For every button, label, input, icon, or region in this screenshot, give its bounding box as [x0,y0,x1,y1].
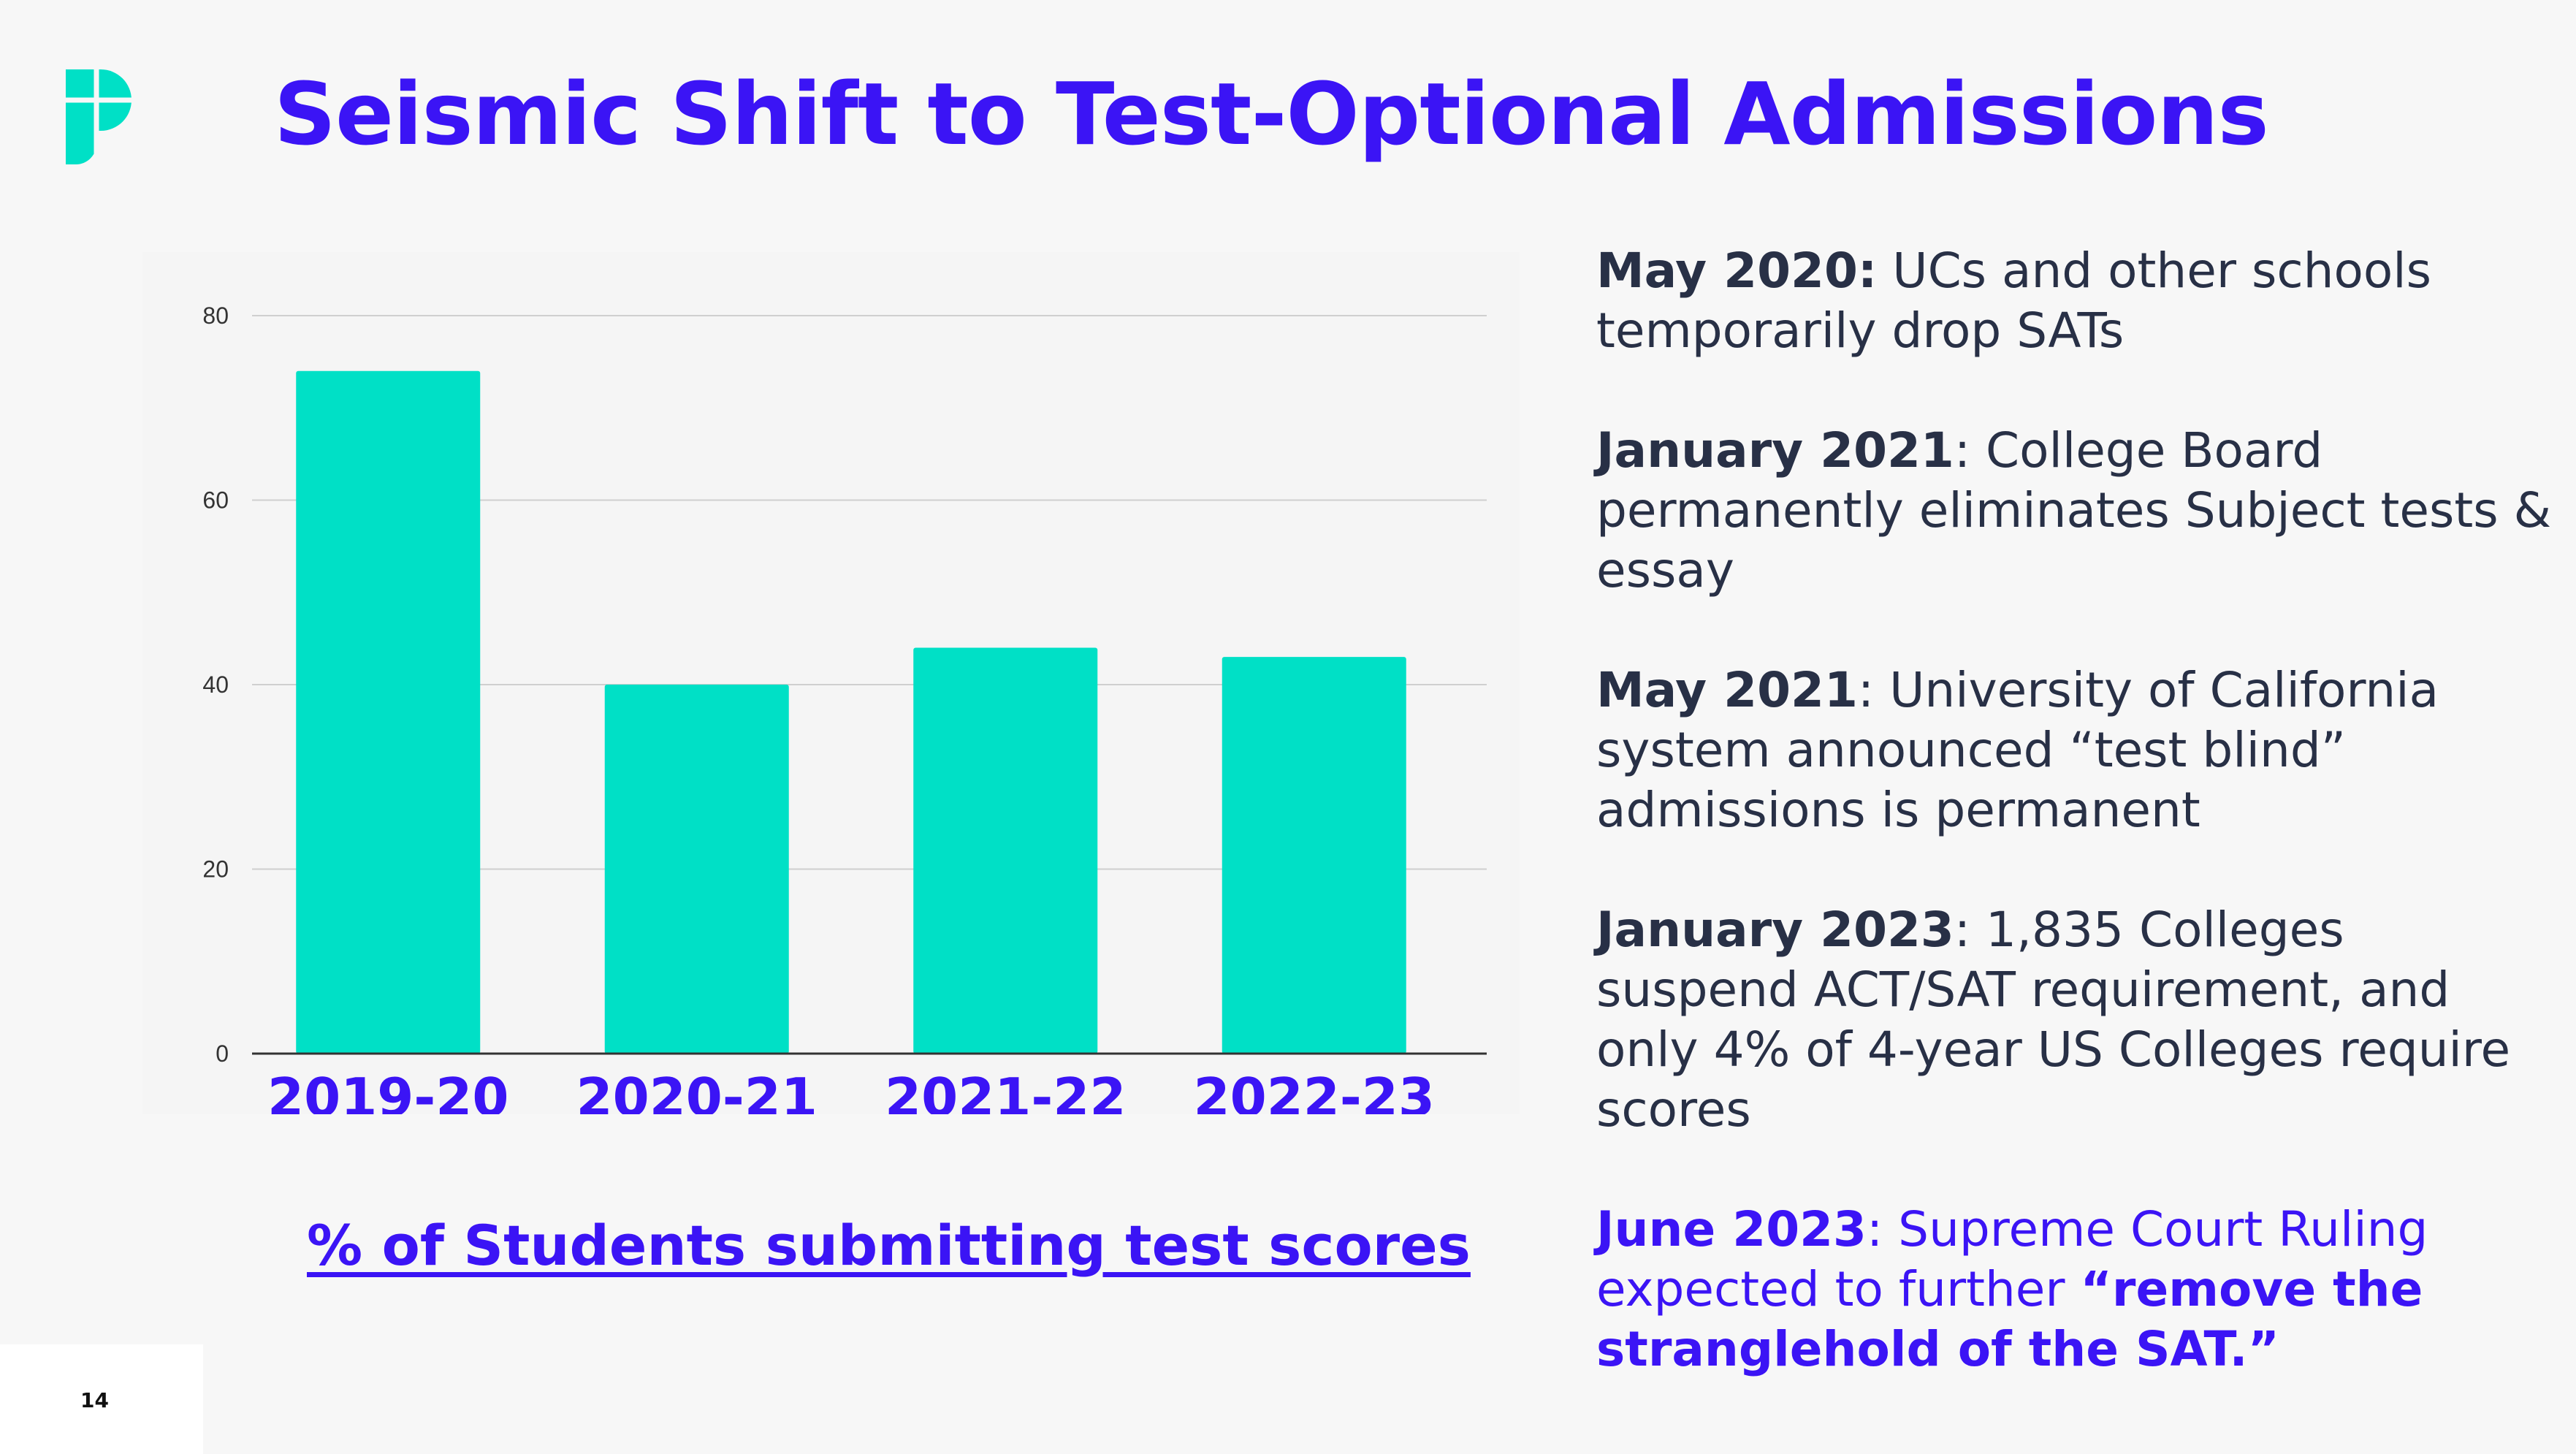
bar-2020-21 [604,685,789,1054]
timeline-text: : College Board permanently eliminates S… [1596,422,2552,598]
timeline-date: January 2023 [1596,902,1954,958]
page-number-box [0,1344,203,1454]
timeline-text: : University of California system announ… [1596,662,2439,838]
timeline-date: May 2021 [1596,662,1858,718]
timeline-entry-june-2023: June 2023: Supreme Court Ruling expected… [1596,1200,2561,1379]
slide-title: Seismic Shift to Test-Optional Admission… [274,64,2269,164]
chart-panel: 0 20 40 60 80 2019-20 2020-21 2021-22 2022-23 [142,252,1520,1114]
timeline-date: May 2020: [1596,243,1878,299]
timeline-date: January 2021 [1596,422,1954,479]
bar-2019-20 [296,370,481,1054]
timeline-text: : Supreme Court Ruling expected to furth… [1596,1201,2428,1317]
timeline-text: UCs and other schools temporarily drop S… [1596,243,2431,359]
timeline-text: : 1,835 Colleges suspend ACT/SAT require… [1596,902,2511,1138]
timeline-list: May 2020: UCs and other schools temporar… [1596,241,2561,1439]
timeline-entry-may-2021: May 2021: University of California syste… [1596,661,2561,840]
y-tick-label: 80 [202,302,229,329]
x-category-label: 2019-20 [267,1067,508,1114]
y-tick-label: 60 [202,487,229,514]
timeline-entry-jan-2021: January 2021: College Board permanently … [1596,421,2561,601]
y-tick-label: 40 [202,671,229,698]
bar-2022-23 [1222,657,1406,1054]
p-logo-icon [66,69,132,164]
chart-caption: % of Students submitting test scores [307,1213,1471,1278]
timeline-date: June 2023 [1596,1201,1867,1257]
bar-2021-22 [913,647,1098,1054]
y-tick-label: 0 [216,1040,229,1067]
timeline-entry-may-2020: May 2020: UCs and other schools temporar… [1596,241,2561,361]
x-category-label: 2022-23 [1194,1067,1435,1114]
x-category-label: 2021-22 [885,1067,1126,1114]
page-number: 14 [80,1388,109,1412]
timeline-emphasis: “remove the stranglehold of the SAT.” [1596,1261,2423,1377]
timeline-entry-jan-2023: January 2023: 1,835 Colleges suspend ACT… [1596,900,2561,1140]
bar-chart: 0 20 40 60 80 2019-20 2020-21 2021-22 2022-23 [202,302,1487,1114]
x-category-label: 2020-21 [576,1067,818,1114]
y-tick-label: 20 [202,856,229,883]
